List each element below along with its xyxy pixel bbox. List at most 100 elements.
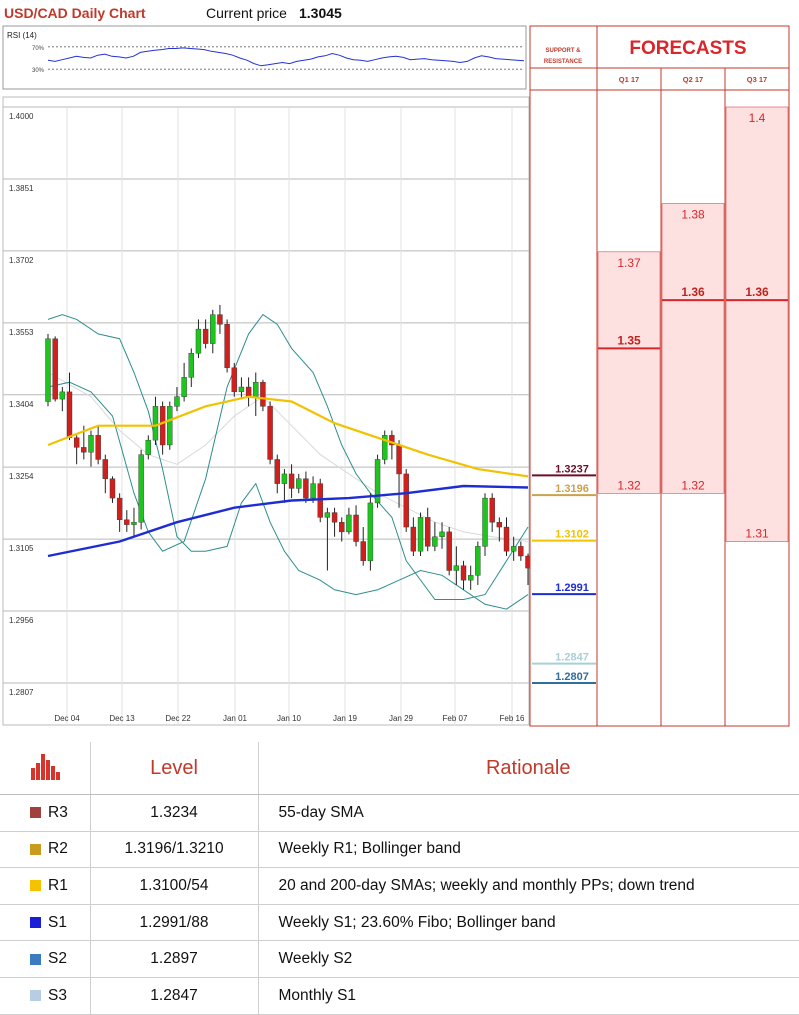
x-tick-label: Jan 29 <box>389 714 414 723</box>
x-tick-label: Dec 22 <box>165 714 191 723</box>
candle-body <box>73 437 80 448</box>
candle-body <box>453 565 460 571</box>
rsi-level-label: 30% <box>32 68 45 74</box>
candle-body <box>310 483 316 499</box>
candle-body <box>331 512 338 523</box>
candle-body <box>432 536 438 547</box>
y-tick-label: 1.4000 <box>9 112 34 121</box>
candle-body <box>167 406 173 446</box>
y-tick-label: 1.2956 <box>9 616 34 625</box>
table-row: S3 1.2847 Monthly S1 <box>0 977 799 1015</box>
moving-averages <box>47 395 529 558</box>
level-name-cell: S3 <box>0 977 91 1015</box>
chart-title: USD/CAD Daily Chart <box>4 5 146 21</box>
level-rationale: Weekly S1; 23.60% Fibo; Bollinger band <box>258 904 799 942</box>
icon-header-cell <box>0 742 91 795</box>
candle-body <box>152 406 159 441</box>
level-name: S3 <box>48 986 67 1004</box>
level-name-cell: R1 <box>0 867 91 905</box>
y-tick-label: 1.3404 <box>9 400 34 409</box>
candle-body <box>88 435 94 453</box>
sr-level-label: 1.3102 <box>555 529 589 541</box>
rsi-level-label: 70% <box>32 46 45 52</box>
level-name: S1 <box>48 913 67 931</box>
y-tick-label: 1.3702 <box>9 256 34 265</box>
candle-body <box>224 324 230 368</box>
candle-body <box>296 478 302 489</box>
forecast-low-label: 1.31 <box>745 527 769 541</box>
candle-body <box>303 478 309 499</box>
level-name: R3 <box>48 803 68 821</box>
candle-body <box>95 435 101 460</box>
level-value: 1.3196/1.3210 <box>90 831 259 869</box>
level-name-cell: R2 <box>0 831 91 869</box>
candle-body <box>353 514 359 542</box>
forecasts-panel: FORECASTS Q1 17 1.37 1.35 1.32 Q2 17 1.38 1.36 1… <box>530 25 790 727</box>
x-tick-label: Dec 13 <box>109 714 135 723</box>
forecast-low-label: 1.32 <box>617 478 641 492</box>
level-name-cell: S2 <box>0 940 91 978</box>
usdcad-chart-canvas: USD/CAD Daily Chart Current price 1.3045… <box>2 5 790 780</box>
sr-level-label: 1.2847 <box>555 652 589 664</box>
candle-body <box>467 575 474 581</box>
current-price-value: 1.3045 <box>299 5 342 21</box>
forecast-range-band <box>597 251 661 494</box>
candle-body <box>102 459 109 479</box>
candle-body <box>131 522 137 525</box>
forecast-quarter-header: Q1 17 <box>619 75 639 84</box>
candle-body <box>231 367 237 393</box>
candle-body <box>446 531 452 571</box>
candle-body <box>109 478 116 499</box>
y-tick-label: 1.3553 <box>9 328 34 337</box>
forecast-high-label: 1.37 <box>617 256 641 270</box>
x-axis-labels: Dec 04 Dec 13 Dec 22 Jan 01 Jan 10 Jan 19 Jan … <box>54 714 525 723</box>
candle-body <box>274 459 280 484</box>
current-price-label: Current price <box>206 5 287 21</box>
forecast-low-label: 1.32 <box>681 478 705 492</box>
candle-body <box>382 435 388 460</box>
level-rationale: Weekly S2 <box>258 940 799 978</box>
candle-body <box>116 497 123 521</box>
level-name: R1 <box>48 876 68 894</box>
sr-level-label: 1.3196 <box>555 483 589 495</box>
x-tick-label: Jan 10 <box>277 714 302 723</box>
candle-body <box>181 377 187 397</box>
x-tick-label: Jan 01 <box>223 714 248 723</box>
rsi-line <box>47 47 525 67</box>
candle-body <box>482 497 488 547</box>
forecast-target-label: 1.36 <box>681 285 705 299</box>
candle-body <box>403 473 409 528</box>
y-tick-label: 1.2807 <box>9 688 34 697</box>
level-color-swatch <box>30 953 41 965</box>
forecast-target-label: 1.35 <box>617 333 641 347</box>
sr-level-label: 1.3237 <box>555 463 589 475</box>
middle-band-line <box>47 372 529 542</box>
price-plot-frame <box>2 96 530 726</box>
sr-column-frame <box>529 25 598 727</box>
y-tick-label: 1.3254 <box>9 472 34 481</box>
candle-body <box>267 406 273 460</box>
candle-body <box>238 386 245 393</box>
candle-body <box>389 435 395 446</box>
candle-body <box>360 541 366 562</box>
candle-body <box>460 565 467 581</box>
candle-body <box>410 526 417 552</box>
levels-table: Level Rationale R3 1.3234 55-day SMA R2 1.31… <box>0 742 799 1015</box>
level-name: R2 <box>48 840 68 858</box>
level-rationale: 55-day SMA <box>258 794 799 832</box>
forecast-high-label: 1.4 <box>749 111 766 125</box>
candle-body <box>145 439 151 455</box>
x-tick-label: Dec 04 <box>54 714 80 723</box>
forecast-quarter-header: Q3 17 <box>747 75 767 84</box>
candle-body <box>496 522 503 528</box>
level-value: 1.3234 <box>90 794 259 832</box>
candle-body <box>475 546 481 576</box>
level-rationale: Monthly S1 <box>258 977 799 1015</box>
candle-body <box>45 338 51 402</box>
candle-body <box>188 353 194 378</box>
price-grid <box>3 106 529 725</box>
candle-body <box>124 519 130 525</box>
y-axis-labels: 1.4000 1.3851 1.3702 1.3553 1.3404 1.3254 1.31… <box>9 112 34 697</box>
forecast-target-label: 1.36 <box>745 285 769 299</box>
candle-body <box>425 517 431 547</box>
